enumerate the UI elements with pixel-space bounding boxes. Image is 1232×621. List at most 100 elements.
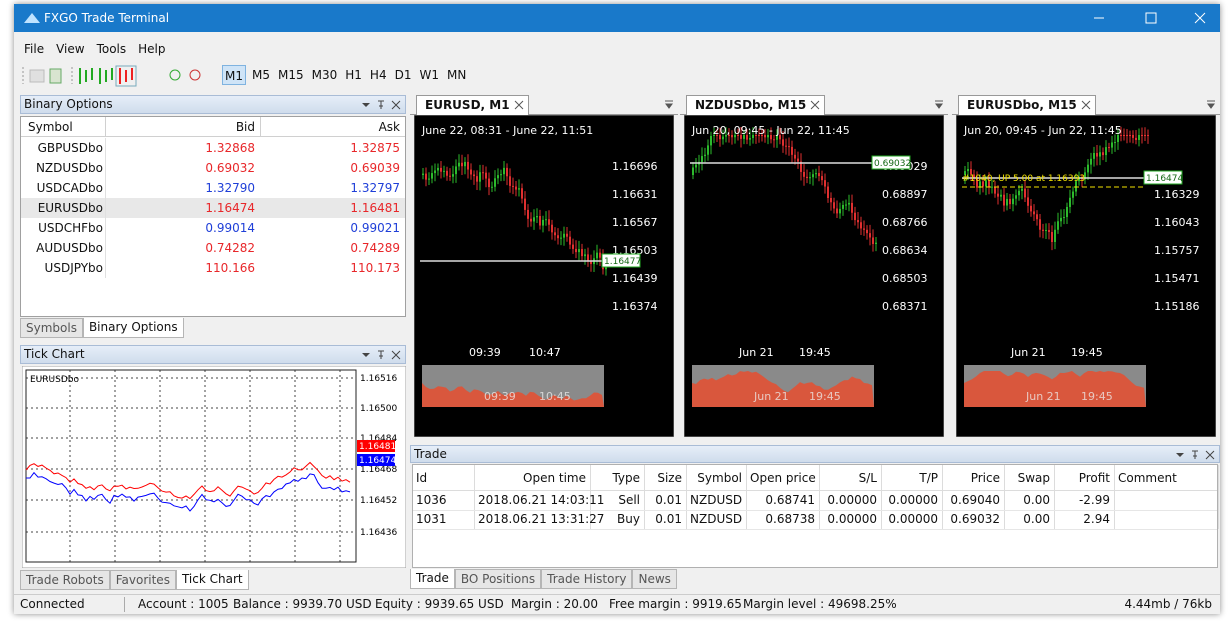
trade-cell: 0.00 [1023, 493, 1050, 507]
timeframe-button[interactable]: W1 [419, 68, 439, 82]
candle-body [725, 135, 727, 137]
candle-body [1114, 142, 1116, 144]
candle-body [1042, 229, 1044, 231]
candle-body [1009, 198, 1011, 205]
candle-body [437, 167, 439, 171]
column-header[interactable]: Open price [750, 471, 816, 485]
timeframe-button[interactable]: M1 [222, 65, 246, 85]
plot-border [25, 369, 357, 563]
price-chart: June 22, 08:31 - June 22, 11:51 1.16696 1.… [414, 115, 674, 437]
ask-line [25, 461, 351, 500]
symbol-cell[interactable]: GBPUSDbo [21, 138, 106, 158]
column-header[interactable]: Type [612, 471, 640, 485]
column-header[interactable]: S/L [858, 471, 877, 485]
menu-item[interactable]: View [56, 42, 85, 56]
tab-dropdown [665, 100, 673, 109]
symbol-cell[interactable]: EURUSDbo [21, 198, 106, 218]
current-price-tag [871, 155, 911, 170]
toolbar-icons [22, 65, 201, 87]
tab[interactable]: Trade [410, 569, 455, 589]
price-label: 1.16468 [360, 465, 397, 475]
candle-body [740, 135, 742, 139]
column-header[interactable]: Profit [1078, 471, 1110, 485]
tab[interactable]: Trade Robots [20, 570, 110, 590]
tab[interactable]: Symbols [20, 318, 83, 338]
timeframe-button[interactable]: M5 [252, 68, 270, 82]
candle-body [967, 169, 969, 172]
column-divider [1218, 465, 1219, 529]
dropdown-icon [1176, 453, 1184, 457]
price-label: 1.16439 [612, 272, 658, 285]
trade-cell: NZDUSD [690, 493, 743, 507]
chart-range: Jun 20, 09:45 - Jun 22, 11:45 [691, 124, 850, 137]
toolbar-icon [29, 69, 45, 83]
menu-item[interactable]: Tools [96, 42, 127, 56]
candle-body [704, 154, 706, 157]
candle-body [988, 180, 990, 188]
chart-tab[interactable]: NZDUSDbo, M15 [686, 95, 826, 115]
tab[interactable]: Trade History [541, 569, 633, 589]
candle-body [1039, 219, 1041, 230]
timeframe-button[interactable]: D1 [394, 68, 412, 82]
tab[interactable]: BO Positions [454, 569, 542, 589]
candle-body [521, 188, 523, 199]
column-header[interactable]: Id [416, 471, 428, 485]
candle-body [722, 136, 724, 140]
candle-body [749, 138, 751, 140]
price-tag [357, 440, 395, 452]
chart-range: Jun 20, 09:45 - Jun 22, 11:45 [963, 124, 1122, 137]
candle-body [991, 186, 993, 188]
column-header[interactable]: Symbol [697, 471, 742, 485]
column-header[interactable]: Price [970, 471, 1000, 485]
candle-body [470, 169, 472, 175]
column-header[interactable]: Size [657, 471, 682, 485]
tab[interactable]: Favorites [109, 570, 176, 590]
candle-body [530, 218, 532, 222]
symbol-cell[interactable]: AUDUSDbo [21, 238, 106, 258]
trade-cell: 1031 [416, 512, 447, 526]
candle-body [710, 135, 712, 146]
timeframe-button[interactable]: MN [446, 68, 467, 82]
symbol-cell[interactable]: USDCADbo [21, 178, 106, 198]
bid-cell: 110.166 [205, 261, 255, 275]
symbol-cell[interactable]: USDJPYbo [21, 258, 106, 278]
symbol-cell[interactable]: NZDUSDbo [21, 158, 106, 178]
tab[interactable]: Binary Options [82, 318, 184, 338]
tab[interactable]: Tick Chart [175, 570, 249, 590]
column-header[interactable]: T/P [919, 471, 938, 485]
candle-body [836, 208, 838, 214]
timeframe-button[interactable]: M30 [311, 68, 338, 82]
candle-body [743, 135, 745, 139]
column-divider [819, 465, 820, 529]
candle-body [1048, 230, 1050, 233]
timeframe-button[interactable]: M15 [278, 68, 304, 82]
column-divider [881, 465, 882, 529]
trade-cell: 0.68738 [765, 512, 815, 526]
candle-body [1117, 135, 1119, 143]
trade-cell: 0.00000 [888, 493, 938, 507]
symbol-cell[interactable]: USDCHFbo [21, 218, 106, 238]
ask-cell: 1.16481 [350, 201, 400, 215]
ask-cell: 0.99021 [350, 221, 400, 235]
trade-header [410, 445, 1220, 463]
candle-body [803, 171, 805, 177]
tab[interactable]: News [632, 569, 677, 589]
column-header[interactable]: Swap [1017, 471, 1050, 485]
candle-body [1069, 197, 1071, 207]
zoom-in-icon [169, 69, 181, 81]
column-header[interactable]: Open time [523, 471, 586, 485]
candle-body [860, 222, 862, 229]
trade-cell: 2018.06.21 14:03:11 [478, 493, 605, 507]
window-controls [1094, 12, 1206, 24]
timeframe-button[interactable]: H1 [345, 68, 362, 82]
menu-item[interactable]: File [24, 42, 45, 56]
annotation: #1040, UP 5.00 at 1.16393 [962, 174, 1085, 184]
candle-body [815, 173, 817, 175]
column-header[interactable]: Comment [1118, 471, 1177, 485]
tab-close-icon [1081, 100, 1091, 110]
price-label: 1.16484 [360, 434, 397, 444]
chart-tab[interactable]: EURUSDbo, M15 [958, 95, 1096, 115]
menu-item[interactable]: Help [138, 42, 166, 56]
chart-tab[interactable]: EURUSD, M1 [416, 95, 529, 115]
timeframe-button[interactable]: H4 [369, 68, 387, 82]
